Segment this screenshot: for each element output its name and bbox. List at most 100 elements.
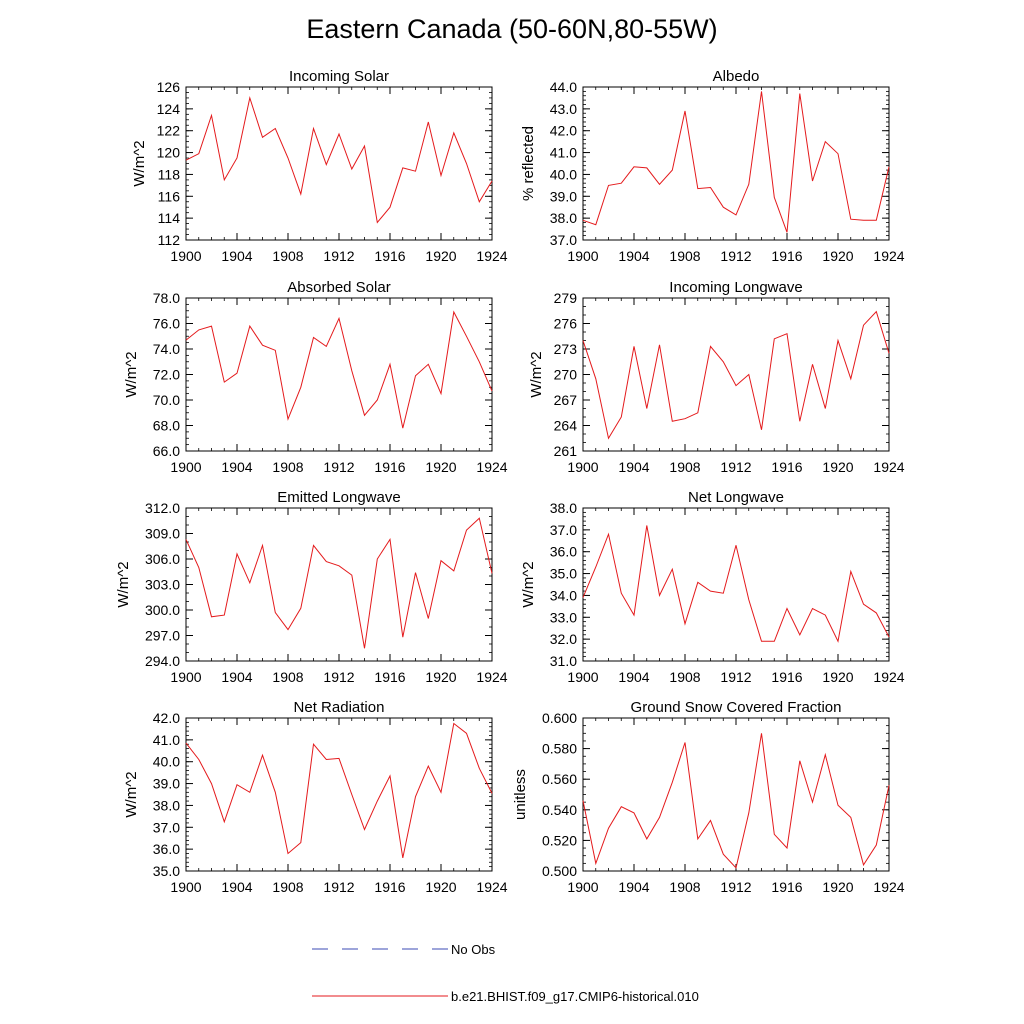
panel-5-series-line-1 — [185, 517, 493, 649]
panel-5-x-tick-label: 1924 — [476, 669, 507, 685]
panel-4-x-tick-label: 1904 — [618, 459, 649, 475]
panel-1-title: Incoming Solar — [289, 68, 389, 85]
panel-4-x-tick-label: 1912 — [720, 459, 751, 475]
panel-1-x-tick-label: 1924 — [476, 248, 507, 264]
panel-1-y-tick-label: 120 — [157, 145, 181, 161]
panel-7-x-tick-label: 1912 — [323, 879, 354, 895]
panel-8-x-tick-label: 1924 — [873, 879, 904, 895]
panel-7-title: Net Radiation — [294, 699, 385, 716]
panel-5-x-tick-label: 1920 — [425, 669, 456, 685]
panel-2-title: Albedo — [713, 68, 760, 85]
panel-4-x-tick-label: 1916 — [771, 459, 802, 475]
panel-6-x-tick-label: 1900 — [567, 669, 598, 685]
panel-2-y-tick-label: 44.0 — [550, 79, 577, 95]
panel-3-series-line-1 — [185, 310, 493, 429]
panel-4-y-axis-label: W/m^2 — [528, 351, 545, 397]
panel-5-y-axis-label: W/m^2 — [115, 561, 132, 607]
panel-3-x-tick-label: 1900 — [170, 459, 201, 475]
panel-7-frame — [185, 717, 493, 872]
panel-2-y-tick-label: 38.0 — [550, 210, 577, 226]
panel-4-series-line-1 — [582, 310, 890, 440]
panel-3-x-tick-label: 1904 — [221, 459, 252, 475]
panel-2-y-tick-label: 42.0 — [550, 123, 577, 139]
panel-3-x-tick-label: 1912 — [323, 459, 354, 475]
panel-2-series-line-1 — [582, 91, 890, 233]
panel-5-y-tick-label: 309.0 — [145, 526, 180, 542]
panel-1-x-tick-label: 1912 — [323, 248, 354, 264]
panel-7-x-tick-label: 1924 — [476, 879, 507, 895]
panel-8-x-tick-label: 1920 — [822, 879, 853, 895]
panel-6-series-line-1 — [582, 525, 890, 643]
panel-3-frame — [185, 297, 493, 452]
panel-8-y-tick-label: 0.520 — [542, 832, 577, 848]
panel-2-y-tick-label: 41.0 — [550, 145, 577, 161]
panel-8-x-tick-label: 1912 — [720, 879, 751, 895]
panel-4-y-tick-label: 279 — [554, 290, 578, 306]
panel-5-y-tick-label: 303.0 — [145, 577, 180, 593]
panel-5-y-tick-label: 306.0 — [145, 551, 180, 567]
panel-7-y-tick-label: 35.0 — [153, 863, 180, 879]
panel-6-y-tick-label: 33.0 — [550, 609, 577, 625]
panel-6-y-tick-label: 35.0 — [550, 566, 577, 582]
panel-1-y-tick-label: 118 — [158, 166, 181, 182]
panel-2-x-tick-label: 1924 — [873, 248, 904, 264]
panel-6-y-tick-label: 38.0 — [550, 500, 577, 516]
panel-4-y-tick-label: 276 — [554, 316, 578, 332]
panel-8-y-tick-label: 0.580 — [542, 741, 577, 757]
panel-3-x-tick-label: 1924 — [476, 459, 507, 475]
panel-4-y-tick-label: 270 — [554, 367, 578, 383]
panel-3-y-tick-label: 66.0 — [153, 443, 180, 459]
panel-1-y-tick-label: 124 — [157, 101, 181, 117]
panel-3-x-tick-label: 1908 — [272, 459, 303, 475]
panel-7-y-tick-label: 37.0 — [153, 819, 180, 835]
panel-6-x-tick-label: 1912 — [720, 669, 751, 685]
panel-2-y-tick-label: 39.0 — [550, 188, 577, 204]
panel-8-x-tick-label: 1900 — [567, 879, 598, 895]
panel-8-x-tick-label: 1916 — [771, 879, 802, 895]
panel-7-series-line-1 — [185, 722, 493, 859]
panel-8-series-line-1 — [582, 733, 890, 869]
panel-7-y-tick-label: 42.0 — [153, 710, 180, 726]
panel-6-y-tick-label: 32.0 — [550, 631, 577, 647]
panel-4-y-tick-label: 261 — [554, 443, 578, 459]
panel-8-y-tick-label: 0.600 — [542, 710, 577, 726]
panel-5-x-tick-label: 1900 — [170, 669, 201, 685]
panel-1-x-tick-label: 1900 — [170, 248, 201, 264]
panel-1-y-tick-label: 116 — [158, 188, 181, 204]
panel-3-y-tick-label: 76.0 — [153, 316, 180, 332]
panel-6-frame — [582, 507, 890, 662]
panel-7-x-tick-label: 1908 — [272, 879, 303, 895]
panel-4-title: Incoming Longwave — [669, 279, 802, 296]
panel-6-x-tick-label: 1908 — [669, 669, 700, 685]
panel-6-y-tick-label: 34.0 — [550, 587, 577, 603]
panel-3-y-tick-label: 70.0 — [153, 392, 180, 408]
panel-1-y-tick-label: 112 — [158, 232, 181, 248]
panel-8-frame — [582, 717, 890, 872]
panel-7-x-tick-label: 1920 — [425, 879, 456, 895]
panel-3-y-tick-label: 78.0 — [153, 290, 180, 306]
legend-label-1: No Obs — [451, 942, 496, 957]
panel-2-y-tick-label: 37.0 — [550, 232, 577, 248]
panel-2-y-tick-label: 40.0 — [550, 166, 577, 182]
panel-8-x-tick-label: 1908 — [669, 879, 700, 895]
panel-5-title: Emitted Longwave — [277, 489, 400, 506]
panel-8-y-axis-label: unitless — [512, 769, 529, 820]
panel-4-x-tick-label: 1924 — [873, 459, 904, 475]
panel-6-y-tick-label: 37.0 — [550, 522, 577, 538]
panel-8-x-tick-label: 1904 — [618, 879, 649, 895]
panel-5-x-tick-label: 1904 — [221, 669, 252, 685]
panel-8-y-tick-label: 0.560 — [542, 771, 577, 787]
panel-3-x-tick-label: 1920 — [425, 459, 456, 475]
panel-1-x-tick-label: 1920 — [425, 248, 456, 264]
panel-6-x-tick-label: 1920 — [822, 669, 853, 685]
panel-3-x-tick-label: 1916 — [374, 459, 405, 475]
panel-1-x-tick-label: 1904 — [221, 248, 252, 264]
panel-1-frame — [185, 86, 493, 241]
panel-5-x-tick-label: 1912 — [323, 669, 354, 685]
panel-3-title: Absorbed Solar — [287, 279, 390, 296]
panel-6-y-tick-label: 36.0 — [550, 544, 577, 560]
panel-7-y-tick-label: 38.0 — [153, 797, 180, 813]
panel-2-x-tick-label: 1908 — [669, 248, 700, 264]
